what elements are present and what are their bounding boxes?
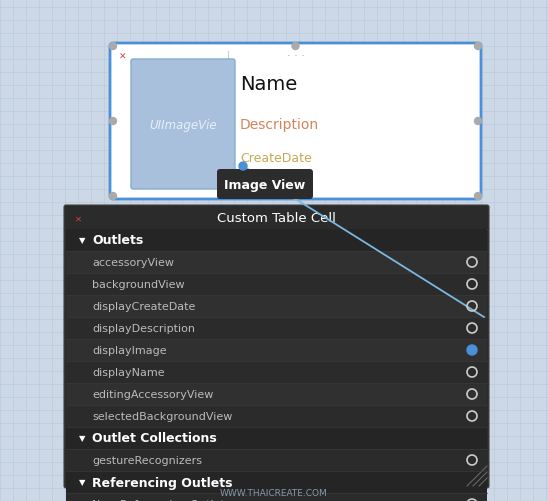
Circle shape — [110, 118, 117, 125]
FancyBboxPatch shape — [64, 205, 489, 488]
FancyBboxPatch shape — [131, 60, 235, 189]
Text: ▼: ▼ — [79, 434, 85, 442]
Circle shape — [110, 44, 117, 51]
Circle shape — [475, 118, 482, 125]
FancyBboxPatch shape — [110, 44, 481, 199]
Text: New Referencing Outlet: New Referencing Outlet — [92, 499, 225, 501]
Text: accessoryView: accessoryView — [92, 258, 174, 268]
Text: displayImage: displayImage — [92, 345, 167, 355]
FancyBboxPatch shape — [217, 170, 313, 199]
Circle shape — [475, 44, 482, 51]
Text: displayDescription: displayDescription — [92, 323, 195, 333]
Bar — [66, 493, 487, 501]
Text: Referencing Outlets: Referencing Outlets — [92, 475, 232, 488]
Text: WWW.THAICREATE.COM: WWW.THAICREATE.COM — [220, 488, 328, 497]
Bar — [66, 449, 487, 471]
Circle shape — [110, 193, 117, 200]
Text: Name: Name — [240, 75, 297, 94]
Text: Custom Table Cell: Custom Table Cell — [217, 212, 336, 225]
Text: ▼: ▼ — [79, 477, 85, 486]
Circle shape — [292, 44, 299, 51]
Bar — [66, 296, 487, 317]
Text: · · ·: · · · — [287, 51, 305, 61]
Bar — [66, 274, 487, 296]
Bar — [66, 427, 487, 449]
Text: displayCreateDate: displayCreateDate — [92, 302, 196, 312]
Bar — [66, 339, 487, 361]
Text: selectedBackgroundView: selectedBackgroundView — [92, 411, 232, 421]
Text: ▼: ▼ — [79, 236, 85, 245]
Bar — [66, 471, 487, 493]
Text: CreateDate: CreateDate — [240, 152, 312, 165]
Bar — [66, 383, 487, 405]
Bar — [66, 405, 487, 427]
Text: ✕: ✕ — [75, 214, 82, 223]
Circle shape — [475, 193, 482, 200]
Bar — [66, 317, 487, 339]
Text: Image View: Image View — [224, 178, 306, 191]
Bar — [66, 229, 487, 252]
Text: Description: Description — [240, 118, 319, 132]
Text: Outlets: Outlets — [92, 234, 143, 247]
Text: ✕: ✕ — [119, 53, 127, 62]
Text: Outlet Collections: Outlet Collections — [92, 432, 217, 444]
Bar — [66, 252, 487, 274]
Text: UIImageVie: UIImageVie — [149, 118, 217, 131]
Text: displayName: displayName — [92, 367, 164, 377]
Bar — [66, 361, 487, 383]
Circle shape — [467, 345, 477, 355]
Circle shape — [239, 163, 247, 171]
Text: backgroundView: backgroundView — [92, 280, 185, 290]
Text: gestureRecognizers: gestureRecognizers — [92, 455, 202, 465]
Text: editingAccessoryView: editingAccessoryView — [92, 389, 213, 399]
Circle shape — [292, 193, 299, 200]
